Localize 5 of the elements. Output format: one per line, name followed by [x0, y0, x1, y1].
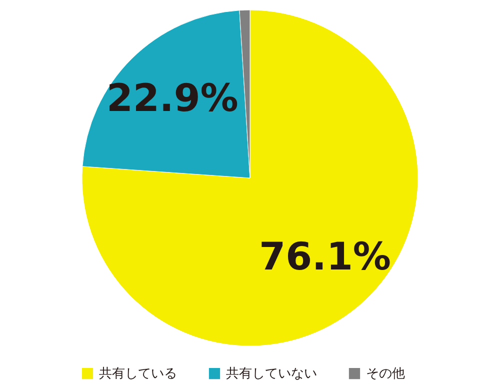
legend-label: 共有していない [226, 366, 317, 382]
legend-label: 共有している [99, 366, 177, 382]
legend-label: その他 [366, 366, 405, 382]
data-label: 76.1% [259, 234, 391, 278]
data-label: 22.9% [106, 76, 238, 120]
